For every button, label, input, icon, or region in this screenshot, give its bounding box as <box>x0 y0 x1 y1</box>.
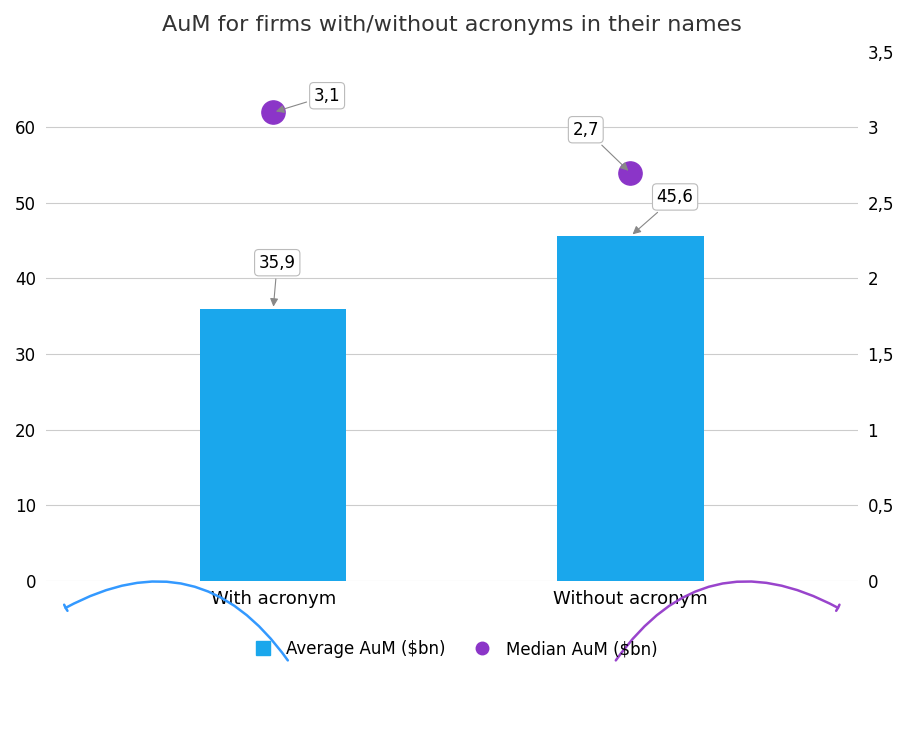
Text: 45,6: 45,6 <box>634 188 694 233</box>
Text: 2,7: 2,7 <box>573 120 627 170</box>
Point <box>266 106 281 118</box>
Bar <box>200 310 346 580</box>
Text: 3,1: 3,1 <box>277 87 340 112</box>
Text: 35,9: 35,9 <box>259 254 295 305</box>
Bar <box>557 236 704 580</box>
Legend: Average AuM ($bn), Median AuM ($bn): Average AuM ($bn), Median AuM ($bn) <box>240 634 664 665</box>
Point <box>624 167 638 179</box>
Title: AuM for firms with/without acronyms in their names: AuM for firms with/without acronyms in t… <box>162 15 742 35</box>
